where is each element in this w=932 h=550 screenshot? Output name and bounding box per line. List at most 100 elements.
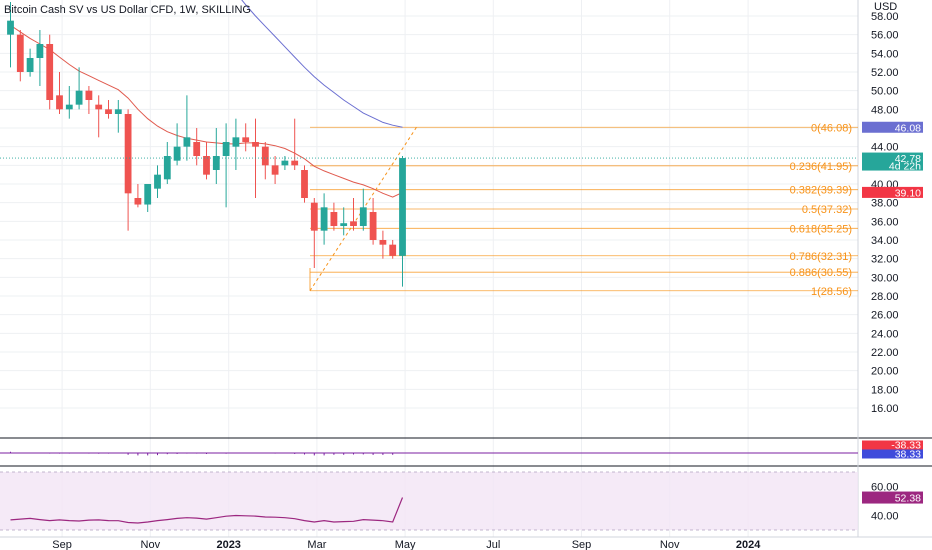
price-tick-label: 26.00 <box>871 310 899 322</box>
price-badge <box>862 152 923 171</box>
price-tick-label: 56.00 <box>871 30 899 42</box>
candle-body <box>340 223 348 226</box>
candle-body <box>330 212 338 226</box>
candle-body <box>7 20 14 35</box>
time-tick-label: 2024 <box>736 539 761 550</box>
candle-body <box>193 142 201 156</box>
candle-body <box>36 44 44 58</box>
price-tick-label: 32.00 <box>871 254 899 266</box>
price-tick-label: 16.00 <box>871 403 899 415</box>
price-tick-label: 20.00 <box>871 366 899 378</box>
candlesticks <box>0 2 858 287</box>
price-tick-label: 30.00 <box>871 272 899 284</box>
fib-level-label: 0.618(35.25) <box>790 223 852 235</box>
rsi-tick-label: 60.00 <box>871 482 899 494</box>
candle-body <box>271 165 279 175</box>
pane-separators <box>0 0 932 538</box>
time-axis[interactable]: Sep Nov 2023 Mar May Jul Sep Nov 2024 <box>52 539 761 550</box>
candle-body <box>291 160 299 166</box>
price-tick-label: 54.00 <box>871 48 899 60</box>
rsi-line <box>10 497 404 524</box>
price-tick-label: 38.00 <box>871 198 899 210</box>
candle-body <box>163 156 171 180</box>
price-tick-label: 48.00 <box>871 104 899 116</box>
horizontal-grid <box>0 15 858 409</box>
price-tick-label: 22.00 <box>871 347 899 359</box>
fib-level-label: 0.5(37.32) <box>802 204 852 216</box>
price-tick-label: 44.00 <box>871 142 899 154</box>
candle-body <box>310 202 318 231</box>
candle-body <box>261 146 269 166</box>
time-tick-label: May <box>395 539 416 550</box>
candle-body <box>173 146 181 161</box>
candle-body <box>144 184 152 205</box>
candle-body <box>95 104 103 110</box>
time-tick-label: Nov <box>141 539 161 550</box>
candle-body <box>252 142 259 147</box>
time-tick-label: Sep <box>52 539 72 550</box>
chart-title: Bitcoin Cash SV vs US Dollar CFD, 1W, SK… <box>4 4 251 16</box>
price-tick-label: 50.00 <box>871 86 899 98</box>
fib-level-label: 1(28.56) <box>811 286 852 298</box>
time-tick-label: Nov <box>660 539 680 550</box>
candle-body <box>350 221 357 226</box>
price-badge-countdown: 4d 22h <box>889 161 921 173</box>
rsi-badge <box>862 491 923 504</box>
ma-slow-line <box>241 0 403 128</box>
candle-body <box>124 114 132 194</box>
candle-body <box>75 90 83 105</box>
candle-body <box>183 137 191 147</box>
candle-body <box>369 212 377 240</box>
candle-body <box>222 142 230 156</box>
rsi-pane: 60.00 40.00 52.38 <box>0 471 923 531</box>
osc-badge-label: -38.33 <box>891 440 921 452</box>
price-badge-label: 39.10 <box>895 187 921 199</box>
currency-label: USD <box>874 1 897 13</box>
fib-level-label: 0.886(30.55) <box>790 267 852 279</box>
vertical-grid <box>61 0 749 537</box>
price-badge <box>862 186 923 198</box>
candle-body <box>320 207 328 231</box>
fib-level-label: 0.236(41.95) <box>790 161 852 173</box>
candle-body <box>105 109 112 114</box>
candle-body <box>389 244 397 256</box>
fib-level-label: 0.382(39.39) <box>790 185 852 197</box>
osc-badge-label: 38.33 <box>895 449 921 461</box>
candle-body <box>399 158 406 256</box>
candle-body <box>46 44 54 100</box>
candle-body <box>232 137 240 147</box>
rsi-badge-label: 52.38 <box>895 493 921 505</box>
candle-body <box>16 34 24 72</box>
candle-body <box>154 174 161 189</box>
candle-body <box>242 137 250 142</box>
fib-level-label: 0(46.08) <box>811 122 852 134</box>
price-tick-label: 28.00 <box>871 291 899 303</box>
time-tick-label: Mar <box>307 539 326 550</box>
price-badge-label: 46.08 <box>895 122 921 134</box>
price-tick-label: 24.00 <box>871 328 899 340</box>
rsi-band <box>0 472 858 530</box>
candle-body <box>134 198 142 205</box>
price-badge-label: 42.78 <box>895 153 921 165</box>
fib-level-label: 0.786(32.31) <box>790 251 852 263</box>
time-tick-label: Jul <box>486 539 500 550</box>
candle-body <box>203 156 210 175</box>
rsi-tick-label: 40.00 <box>871 511 899 523</box>
time-tick-label: Sep <box>572 539 592 550</box>
candle-body <box>85 90 93 100</box>
candle-body <box>114 109 122 114</box>
candle-body <box>65 104 73 110</box>
price-badge <box>862 121 923 133</box>
candle-body <box>26 58 34 72</box>
candle-body <box>281 160 289 166</box>
price-tick-label: 58.00 <box>871 11 899 23</box>
price-tick-label: 18.00 <box>871 384 899 396</box>
time-tick-label: 2023 <box>216 539 240 550</box>
candle-body <box>301 170 308 198</box>
candle-body <box>56 95 63 110</box>
osc-badge <box>862 449 923 459</box>
